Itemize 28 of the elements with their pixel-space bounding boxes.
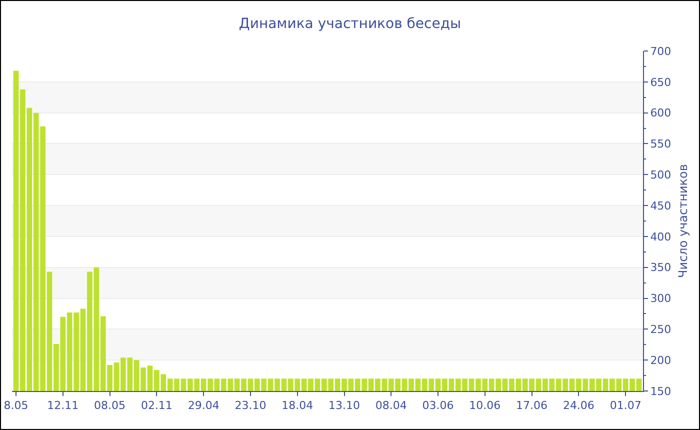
y-tick-label: 300 bbox=[650, 292, 672, 306]
x-tick-label: 13.10 bbox=[328, 399, 360, 412]
x-tick-label: 18.04 bbox=[282, 399, 314, 412]
y-tick-label: 400 bbox=[650, 230, 672, 244]
x-tick-label: 17.06 bbox=[516, 399, 548, 412]
x-tick-label: 10.06 bbox=[469, 399, 501, 412]
x-tick-label: 29.04 bbox=[188, 399, 220, 412]
y-tick-label: 650 bbox=[650, 76, 672, 89]
y-tick-label: 700 bbox=[650, 44, 672, 58]
chart-title: Динамика участников беседы bbox=[238, 16, 462, 32]
x-tick-label: 8.05 bbox=[4, 399, 28, 412]
y-tick-label: 350 bbox=[650, 261, 672, 274]
x-tick-label: 08.04 bbox=[375, 399, 407, 412]
x-tick-label: 12.11 bbox=[47, 399, 79, 412]
y-tick-label: 550 bbox=[650, 138, 672, 151]
y-tick-label: 500 bbox=[650, 168, 672, 182]
y-tick-label: 200 bbox=[650, 354, 672, 367]
y-axis-title: Число участников bbox=[676, 164, 690, 278]
x-tick-label: 01.07 bbox=[610, 399, 642, 412]
y-tick-label: 450 bbox=[650, 199, 672, 212]
y-tick-label: 150 bbox=[650, 384, 672, 398]
x-tick-label: 23.10 bbox=[234, 399, 266, 412]
y-tick-label: 250 bbox=[650, 323, 672, 336]
y-tick-label: 600 bbox=[650, 106, 672, 120]
x-tick-label: 08.05 bbox=[94, 399, 126, 412]
x-tick-label: 02.11 bbox=[140, 399, 172, 412]
x-tick-label: 24.06 bbox=[562, 399, 594, 412]
x-tick-label: 03.06 bbox=[422, 399, 454, 412]
